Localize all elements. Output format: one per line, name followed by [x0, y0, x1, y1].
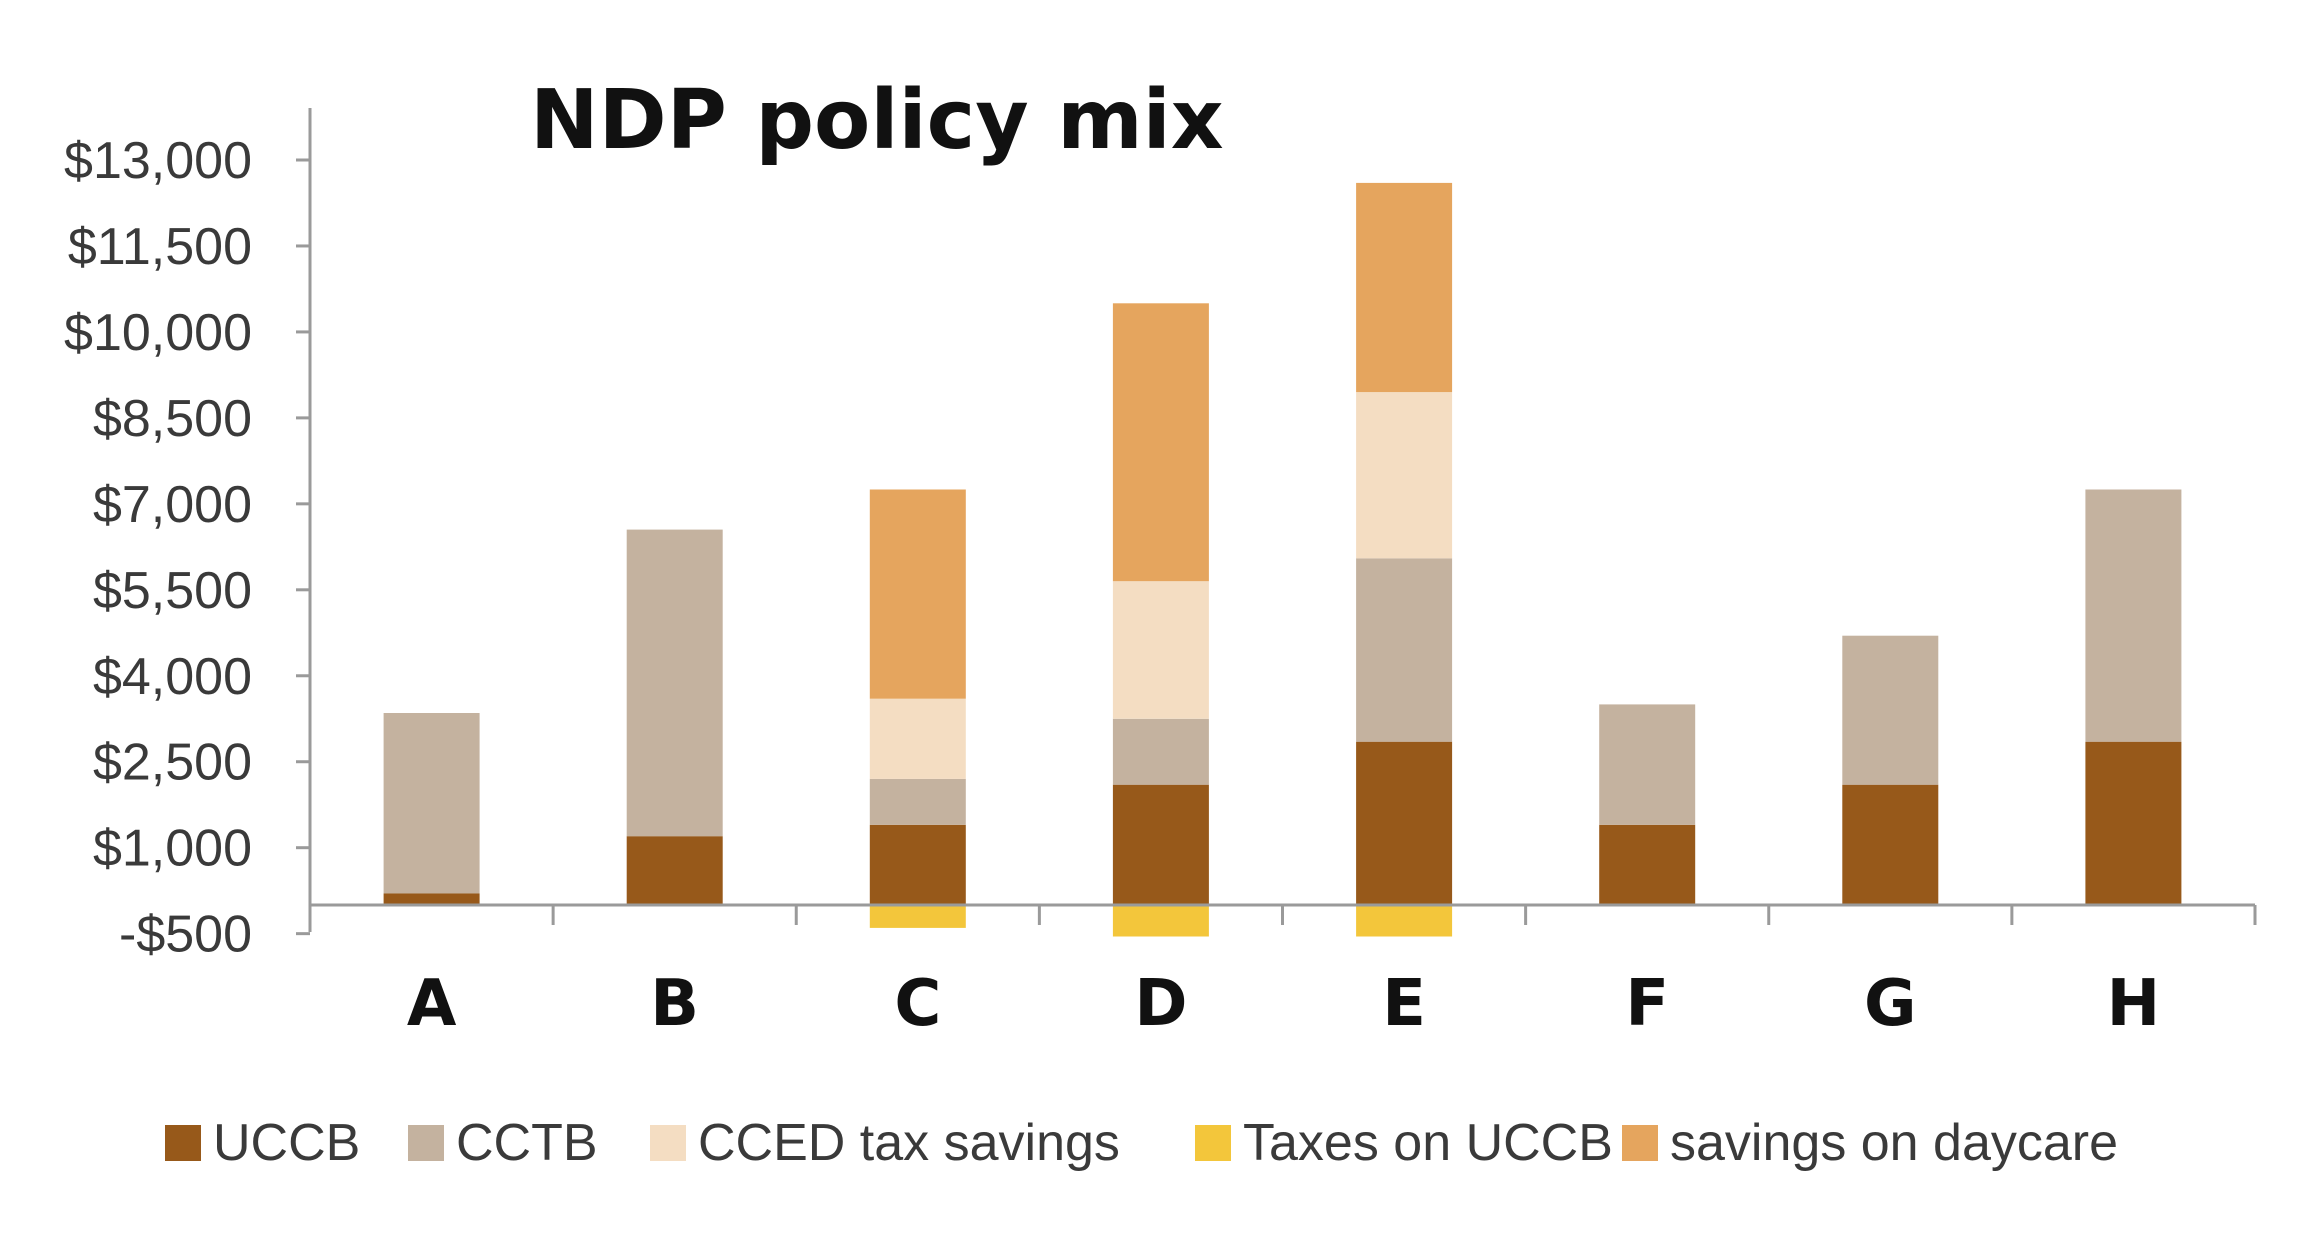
bar-h-cctb [2085, 489, 2182, 742]
legend-item-taxes-on-uccb: Taxes on UCCB [1195, 1114, 1613, 1172]
legend-swatch [650, 1125, 686, 1161]
legend-item-cced-tax-savings: CCED tax savings [650, 1114, 1120, 1172]
bar-d-uccb [1112, 784, 1209, 905]
bar-e-taxes-on-uccb [1356, 905, 1453, 937]
bar-e-cctb [1356, 558, 1453, 742]
y-tick-label: $1,000 [93, 820, 252, 878]
bar-c-cctb [869, 778, 966, 825]
bar-d-taxes-on-uccb [1112, 905, 1209, 937]
legend-swatch [1622, 1125, 1658, 1161]
bar-f-cctb [1599, 704, 1696, 825]
y-tick-label: $2,500 [93, 734, 252, 792]
chart-title: NDP policy mix [530, 73, 1224, 168]
y-tick-label: $13,000 [64, 132, 252, 190]
x-tick-label-e: E [1382, 967, 1426, 1041]
y-tick-label: $7,000 [93, 476, 252, 534]
bar-e-uccb [1356, 741, 1453, 905]
bar-g-uccb [1842, 784, 1939, 905]
y-tick-label: $4,000 [93, 648, 252, 706]
bar-f-uccb [1599, 824, 1696, 905]
bar-d-cctb [1112, 718, 1209, 785]
bar-c-uccb [869, 824, 966, 905]
legend-swatch [1195, 1125, 1231, 1161]
bar-a-uccb [383, 893, 480, 905]
x-tick-label-d: D [1134, 967, 1187, 1041]
legend-label: savings on daycare [1670, 1114, 2118, 1172]
bar-c-cced-tax-savings [869, 698, 966, 779]
bar-a-cctb [383, 713, 480, 894]
legend-label: Taxes on UCCB [1243, 1114, 1613, 1172]
bar-e-savings-on-daycare [1356, 182, 1453, 393]
x-tick-label-f: F [1625, 967, 1669, 1041]
x-tick-label-g: G [1864, 967, 1917, 1041]
y-tick-label: $5,500 [93, 562, 252, 620]
bars-layer [383, 182, 2182, 937]
bar-b-cctb [626, 529, 723, 837]
bar-e-cced-tax-savings [1356, 392, 1453, 559]
bar-c-savings-on-daycare [869, 489, 966, 699]
legend-item-savings-on-daycare: savings on daycare [1622, 1114, 2118, 1172]
legend-swatch [165, 1125, 201, 1161]
legend-item-uccb: UCCB [165, 1114, 360, 1172]
x-tick-label-h: H [2107, 967, 2161, 1041]
x-tick-label-b: B [650, 967, 699, 1041]
bar-d-savings-on-daycare [1112, 303, 1209, 582]
y-tick-labels: $13,000 $11,500 $10,000 $8,500 $7,000 $5,500 $… [64, 132, 252, 964]
legend-label: UCCB [213, 1114, 360, 1172]
legend-item-cctb: CCTB [408, 1114, 598, 1172]
x-category-labels: A B C D E F G H [407, 967, 2160, 1041]
legend-label: CCTB [456, 1114, 598, 1172]
legend: UCCB CCTB CCED tax savings Taxes on UCCB sav… [165, 1114, 2118, 1172]
y-tick-label: $8,500 [93, 390, 252, 448]
legend-label: CCED tax savings [698, 1114, 1120, 1172]
axes-layer [296, 108, 2257, 936]
y-tick-label: $10,000 [64, 304, 252, 362]
x-tick-label-a: A [407, 967, 457, 1041]
x-tick-label-c: C [894, 967, 941, 1041]
bar-g-cctb [1842, 635, 1939, 785]
bar-h-uccb [2085, 741, 2182, 905]
y-tick-label: -$500 [119, 906, 252, 964]
y-tick-label: $11,500 [68, 218, 252, 276]
bar-c-taxes-on-uccb [869, 905, 966, 928]
legend-swatch [408, 1125, 444, 1161]
bar-d-cced-tax-savings [1112, 581, 1209, 719]
bar-b-uccb [626, 836, 723, 905]
